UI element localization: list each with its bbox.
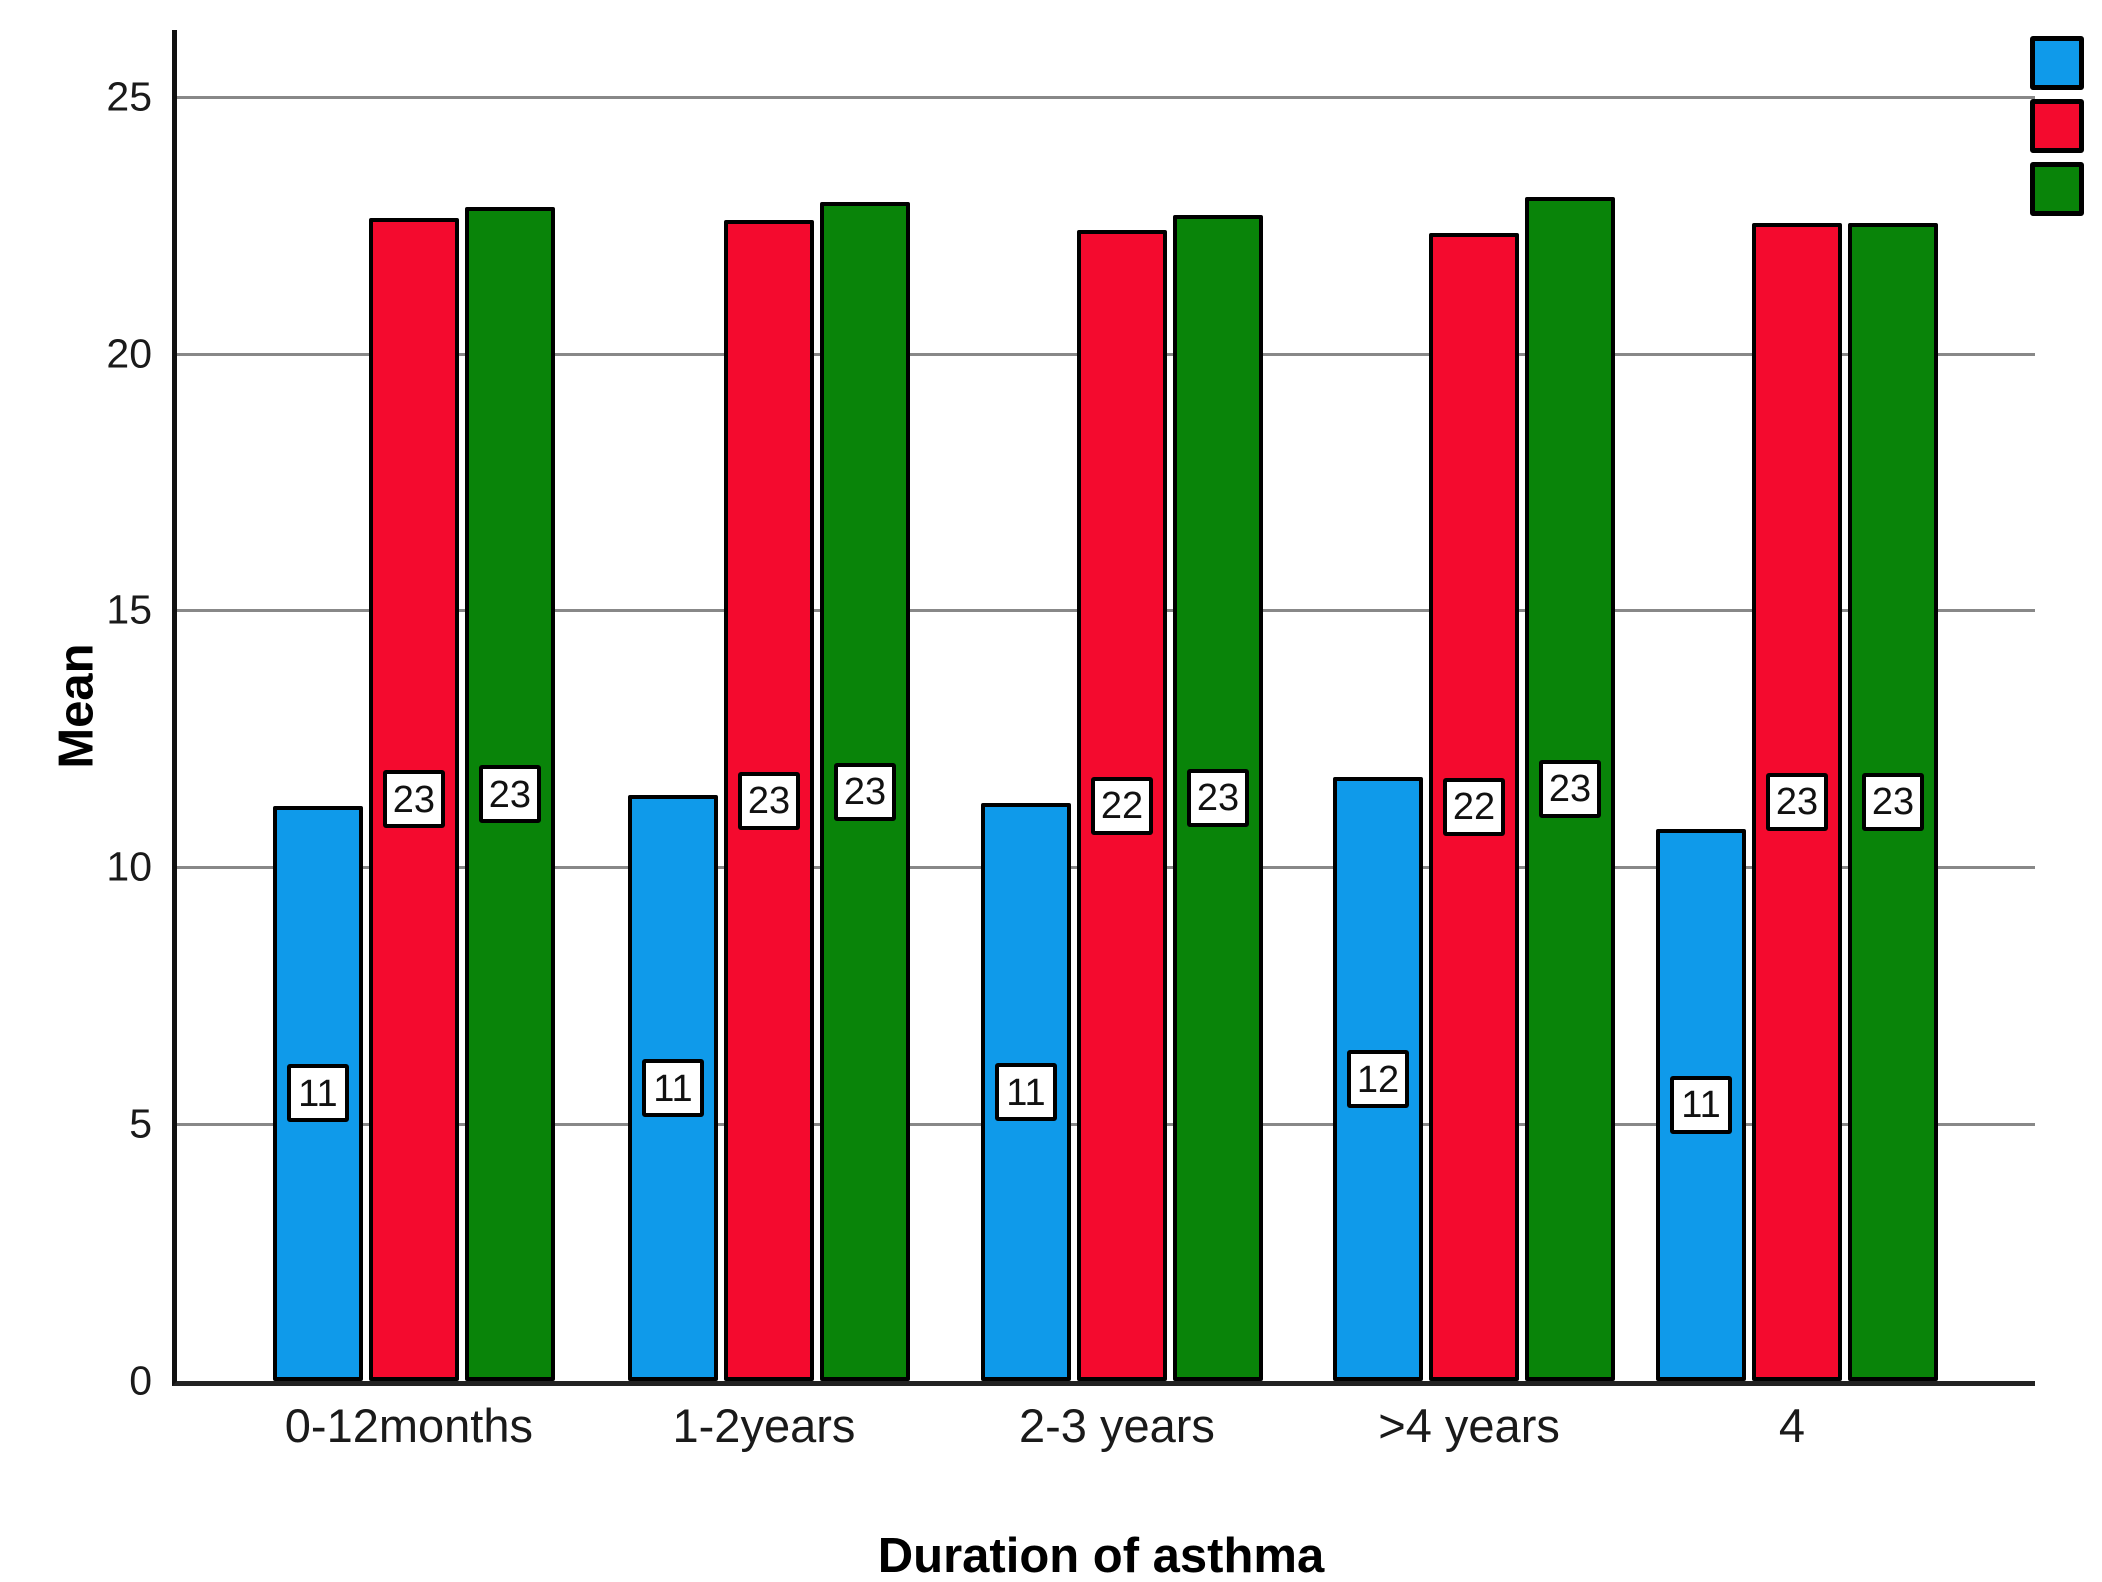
bar-value-label: 11	[641, 1059, 704, 1118]
bar-value-label: 23	[382, 770, 445, 829]
y-tick-label: 10	[106, 843, 152, 890]
x-category-label: 2-3 years	[1019, 1399, 1215, 1452]
bar-value-label: 11	[286, 1064, 349, 1123]
y-tick-label: 25	[106, 73, 152, 120]
legend-swatch-red	[2030, 99, 2084, 153]
bar-value-label: 23	[1539, 759, 1602, 818]
legend-swatch-blue	[2030, 36, 2084, 90]
bar-value-label: 12	[1347, 1050, 1410, 1109]
y-axis-title: Mean	[49, 643, 104, 769]
bar-value-label: 23	[737, 771, 800, 830]
y-tick-label: 20	[106, 330, 152, 377]
bar-value-label: 23	[1765, 772, 1828, 831]
x-category-label: 1-2years	[672, 1399, 856, 1452]
x-category-label: 0-12months	[284, 1399, 533, 1452]
bar-value-label: 23	[1186, 768, 1249, 827]
plot-area: 11 23 23 11 23 23 11 22 23 12 22 23 11 23 23	[172, 30, 2035, 1386]
bar-value-label: 11	[994, 1063, 1057, 1122]
bar-value-label: 22	[1090, 776, 1153, 835]
bar-value-label: 23	[1861, 772, 1924, 831]
y-tick-label: 0	[129, 1357, 152, 1404]
bar-value-label: 23	[833, 762, 896, 821]
gridline	[177, 95, 2035, 99]
y-tick-label: 15	[106, 586, 152, 633]
bar-value-label: 22	[1443, 777, 1506, 836]
x-category-label: >4 years	[1378, 1399, 1560, 1452]
y-tick-label: 5	[129, 1100, 152, 1147]
bar-value-label: 11	[1669, 1075, 1732, 1134]
bar-value-label: 23	[478, 765, 541, 824]
x-axis-title: Duration of asthma	[877, 1529, 1325, 1582]
x-category-label: 4	[1778, 1399, 1806, 1452]
legend-swatch-green	[2030, 162, 2084, 216]
